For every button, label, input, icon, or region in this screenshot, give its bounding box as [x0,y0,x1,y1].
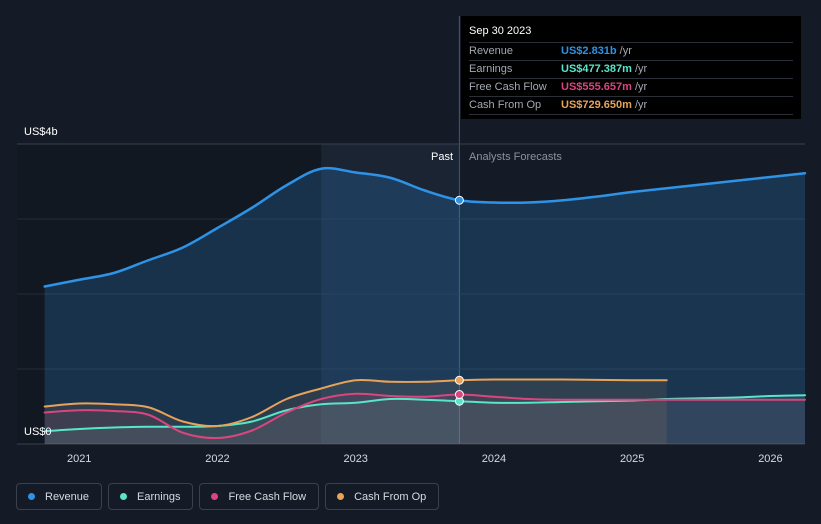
tooltip-value: US$2.831b [561,45,617,57]
y-tick-label-max: US$4b [24,126,58,138]
tooltip-value: US$555.657m [561,81,632,93]
tooltip-row-cash-from-op: Cash From Op US$729.650m /yr [469,96,793,115]
earnings-dot-icon [120,493,128,500]
tooltip-unit: /yr [634,81,648,93]
past-label: Past [431,151,453,163]
revenue-dot-icon [28,493,35,500]
free-cash-flow-marker [454,390,464,399]
x-tick-label: 2026 [758,453,782,465]
free-cash-flow-dot-icon [211,493,219,500]
legend-label: Earnings [137,490,181,503]
earnings-area [44,395,806,444]
x-tick-label: 2023 [343,453,367,465]
legend-label: Free Cash Flow [228,490,307,503]
revenue-line [43,166,807,288]
legend-item-free-cash-flow[interactable]: Free Cash Flow [199,483,320,510]
legend: Revenue Earnings Free Cash Flow Cash Fro… [16,483,440,510]
cash-from-op-marker [454,375,464,385]
tooltip-value: US$477.387m [561,63,632,75]
cash-from-op-dot-icon [337,493,345,500]
x-tick-label: 2024 [482,453,506,465]
cash-from-op-line [43,378,668,428]
forecast-label: Analysts Forecasts [469,151,562,163]
tooltip-label: Free Cash Flow [469,81,547,93]
tooltip-row-revenue: Revenue US$2.831b /yr [469,42,793,60]
tooltip-unit: /yr [619,45,632,57]
tooltip-value: US$729.650m [561,99,632,111]
y-tick-label-min: US$0 [24,426,52,438]
legend-item-earnings[interactable]: Earnings [108,483,194,510]
free-cash-flow-area [44,393,806,444]
tooltip: Sep 30 2023 Revenue US$2.831b /yr Earnin… [461,16,801,119]
tooltip-label: Cash From Op [469,99,542,111]
cash-from-op-area [44,379,667,444]
earnings-line [43,394,806,433]
legend-label: Cash From Op [354,490,427,503]
legend-item-revenue[interactable]: Revenue [16,483,103,510]
tooltip-date: Sep 30 2023 [469,25,532,37]
free-cash-flow-line [43,392,806,440]
revenue-marker [454,195,464,205]
revenue-area [44,168,806,444]
tooltip-row-earnings: Earnings US$477.387m /yr [469,60,793,78]
tooltip-row-free-cash-flow: Free Cash Flow US$555.657m /yr [469,78,793,96]
tooltip-label: Revenue [469,45,514,57]
tooltip-unit: /yr [634,63,648,75]
x-tick-label: 2022 [205,453,229,465]
x-tick-label: 2021 [67,453,91,465]
legend-label: Revenue [45,490,90,503]
legend-item-cash-from-op[interactable]: Cash From Op [325,483,440,510]
x-tick-label: 2025 [620,453,644,465]
tooltip-unit: /yr [634,99,648,111]
tooltip-label: Earnings [469,63,513,75]
